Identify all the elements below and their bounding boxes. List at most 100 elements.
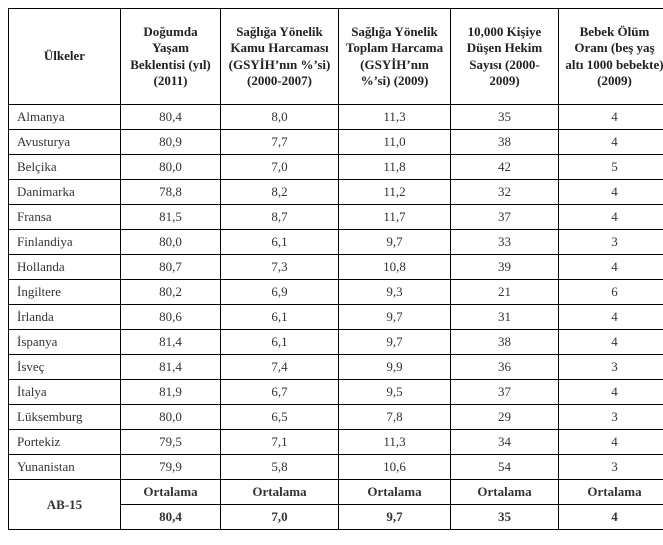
summary-ortalama-tot_health_gdp: Ortalama — [339, 480, 451, 505]
summary-value-tot_health_gdp: 9,7 — [339, 505, 451, 530]
cell-country: Almanya — [9, 105, 121, 130]
table-row: Portekiz79,57,111,3344 — [9, 430, 663, 455]
table-row: İspanya81,46,19,7384 — [9, 330, 663, 355]
cell-infant_mortality: 4 — [559, 130, 663, 155]
cell-doctors_per_10k: 31 — [451, 305, 559, 330]
summary-ortalama-life_exp: Ortalama — [121, 480, 221, 505]
cell-country: İtalya — [9, 380, 121, 405]
table-row: Almanya80,48,011,3354 — [9, 105, 663, 130]
cell-doctors_per_10k: 21 — [451, 280, 559, 305]
cell-tot_health_gdp: 9,5 — [339, 380, 451, 405]
col-header-tot-health-gdp: Sağlığa Yönelik Toplam Harcama (GSYİH’nı… — [339, 9, 451, 105]
cell-life_exp: 80,0 — [121, 405, 221, 430]
cell-tot_health_gdp: 10,8 — [339, 255, 451, 280]
cell-infant_mortality: 4 — [559, 205, 663, 230]
table-row: Yunanistan79,95,810,6543 — [9, 455, 663, 480]
cell-tot_health_gdp: 11,2 — [339, 180, 451, 205]
cell-life_exp: 81,9 — [121, 380, 221, 405]
cell-tot_health_gdp: 11,7 — [339, 205, 451, 230]
cell-life_exp: 80,4 — [121, 105, 221, 130]
cell-pub_health_gdp: 7,1 — [221, 430, 339, 455]
summary-ortalama-infant_mortality: Ortalama — [559, 480, 663, 505]
cell-country: Danimarka — [9, 180, 121, 205]
cell-infant_mortality: 4 — [559, 180, 663, 205]
table-row: İtalya81,96,79,5374 — [9, 380, 663, 405]
cell-life_exp: 80,0 — [121, 230, 221, 255]
cell-tot_health_gdp: 11,8 — [339, 155, 451, 180]
cell-tot_health_gdp: 11,3 — [339, 105, 451, 130]
summary-value-doctors_per_10k: 35 — [451, 505, 559, 530]
cell-tot_health_gdp: 9,9 — [339, 355, 451, 380]
cell-life_exp: 81,5 — [121, 205, 221, 230]
cell-tot_health_gdp: 11,3 — [339, 430, 451, 455]
cell-life_exp: 78,8 — [121, 180, 221, 205]
cell-infant_mortality: 4 — [559, 305, 663, 330]
cell-tot_health_gdp: 9,7 — [339, 330, 451, 355]
col-header-infant-mortality: Bebek Ölüm Oranı (beş yaş altı 1000 bebe… — [559, 9, 663, 105]
summary-value-infant_mortality: 4 — [559, 505, 663, 530]
cell-life_exp: 80,0 — [121, 155, 221, 180]
cell-life_exp: 80,6 — [121, 305, 221, 330]
cell-infant_mortality: 3 — [559, 455, 663, 480]
cell-country: Lüksemburg — [9, 405, 121, 430]
cell-doctors_per_10k: 37 — [451, 205, 559, 230]
cell-country: İngiltere — [9, 280, 121, 305]
cell-infant_mortality: 5 — [559, 155, 663, 180]
table-row: Danimarka78,88,211,2324 — [9, 180, 663, 205]
cell-tot_health_gdp: 7,8 — [339, 405, 451, 430]
cell-pub_health_gdp: 7,4 — [221, 355, 339, 380]
cell-tot_health_gdp: 9,7 — [339, 230, 451, 255]
health-indicators-table: Ülkeler Doğumda Yaşam Beklentisi (yıl) (… — [8, 8, 663, 530]
cell-life_exp: 81,4 — [121, 330, 221, 355]
cell-pub_health_gdp: 6,7 — [221, 380, 339, 405]
cell-infant_mortality: 3 — [559, 355, 663, 380]
cell-country: Belçika — [9, 155, 121, 180]
table-row: İrlanda80,66,19,7314 — [9, 305, 663, 330]
cell-doctors_per_10k: 38 — [451, 130, 559, 155]
cell-country: Hollanda — [9, 255, 121, 280]
cell-tot_health_gdp: 11,0 — [339, 130, 451, 155]
cell-doctors_per_10k: 35 — [451, 105, 559, 130]
cell-doctors_per_10k: 39 — [451, 255, 559, 280]
col-header-country: Ülkeler — [9, 9, 121, 105]
cell-pub_health_gdp: 7,7 — [221, 130, 339, 155]
summary-row-labels: AB-15OrtalamaOrtalamaOrtalamaOrtalamaOrt… — [9, 480, 663, 505]
cell-pub_health_gdp: 7,0 — [221, 155, 339, 180]
cell-pub_health_gdp: 8,0 — [221, 105, 339, 130]
cell-doctors_per_10k: 33 — [451, 230, 559, 255]
col-header-life-exp: Doğumda Yaşam Beklentisi (yıl) (2011) — [121, 9, 221, 105]
table-row: Lüksemburg80,06,57,8293 — [9, 405, 663, 430]
cell-country: Yunanistan — [9, 455, 121, 480]
cell-pub_health_gdp: 6,1 — [221, 230, 339, 255]
cell-doctors_per_10k: 36 — [451, 355, 559, 380]
table-row: Hollanda80,77,310,8394 — [9, 255, 663, 280]
cell-pub_health_gdp: 5,8 — [221, 455, 339, 480]
cell-life_exp: 80,7 — [121, 255, 221, 280]
cell-infant_mortality: 4 — [559, 380, 663, 405]
cell-infant_mortality: 4 — [559, 330, 663, 355]
cell-life_exp: 81,4 — [121, 355, 221, 380]
table-row: Fransa81,58,711,7374 — [9, 205, 663, 230]
cell-country: Avusturya — [9, 130, 121, 155]
cell-pub_health_gdp: 6,1 — [221, 305, 339, 330]
cell-country: Portekiz — [9, 430, 121, 455]
cell-infant_mortality: 6 — [559, 280, 663, 305]
cell-life_exp: 79,9 — [121, 455, 221, 480]
cell-doctors_per_10k: 34 — [451, 430, 559, 455]
table-row: Avusturya80,97,711,0384 — [9, 130, 663, 155]
cell-life_exp: 79,5 — [121, 430, 221, 455]
cell-life_exp: 80,2 — [121, 280, 221, 305]
col-header-doctors-per-10k: 10,000 Kişiye Düşen Hekim Sayısı (2000-2… — [451, 9, 559, 105]
cell-doctors_per_10k: 32 — [451, 180, 559, 205]
cell-country: İspanya — [9, 330, 121, 355]
cell-pub_health_gdp: 6,5 — [221, 405, 339, 430]
cell-infant_mortality: 3 — [559, 230, 663, 255]
table-body: Almanya80,48,011,3354Avusturya80,97,711,… — [9, 105, 663, 530]
cell-doctors_per_10k: 38 — [451, 330, 559, 355]
cell-tot_health_gdp: 10,6 — [339, 455, 451, 480]
summary-ortalama-pub_health_gdp: Ortalama — [221, 480, 339, 505]
summary-ortalama-doctors_per_10k: Ortalama — [451, 480, 559, 505]
cell-pub_health_gdp: 8,7 — [221, 205, 339, 230]
cell-country: İsveç — [9, 355, 121, 380]
cell-doctors_per_10k: 42 — [451, 155, 559, 180]
